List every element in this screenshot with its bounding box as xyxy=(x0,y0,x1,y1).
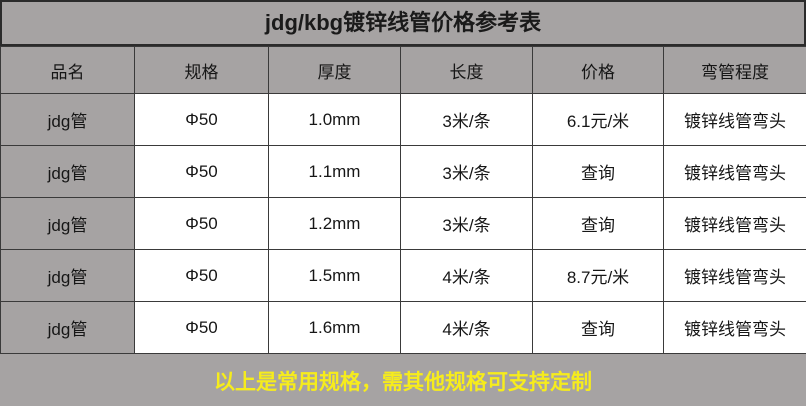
table-title-bar: jdg/kbg镀锌线管价格参考表 xyxy=(0,0,806,46)
cell-price[interactable]: 8.7元/米 xyxy=(533,250,664,302)
cell-thickness: 1.2mm xyxy=(269,198,401,250)
cell-thickness: 1.1mm xyxy=(269,146,401,198)
cell-spec: Φ50 xyxy=(135,198,269,250)
cell-price[interactable]: 6.1元/米 xyxy=(533,94,664,146)
cell-bend: 镀锌线管弯头 xyxy=(664,302,806,354)
cell-name: jdg管 xyxy=(1,250,135,302)
cell-length: 3米/条 xyxy=(401,146,533,198)
cell-bend: 镀锌线管弯头 xyxy=(664,146,806,198)
cell-price[interactable]: 查询 xyxy=(533,302,664,354)
column-header-thickness: 厚度 xyxy=(269,47,401,94)
cell-length: 3米/条 xyxy=(401,94,533,146)
page-title: jdg/kbg镀锌线管价格参考表 xyxy=(265,12,541,34)
cell-bend: 镀锌线管弯头 xyxy=(664,198,806,250)
column-header-name: 品名 xyxy=(1,47,135,94)
cell-thickness: 1.5mm xyxy=(269,250,401,302)
cell-thickness: 1.0mm xyxy=(269,94,401,146)
footer-note: 以上是常用规格，需其他规格可支持定制 xyxy=(214,372,592,393)
cell-spec: Φ50 xyxy=(135,302,269,354)
cell-price[interactable]: 查询 xyxy=(533,198,664,250)
cell-length: 4米/条 xyxy=(401,250,533,302)
column-header-spec: 规格 xyxy=(135,47,269,94)
footer-note-bar: 以上是常用规格，需其他规格可支持定制 xyxy=(0,358,806,406)
cell-bend: 镀锌线管弯头 xyxy=(664,94,806,146)
cell-price[interactable]: 查询 xyxy=(533,146,664,198)
column-header-bend: 弯管程度 xyxy=(664,47,806,94)
cell-thickness: 1.6mm xyxy=(269,302,401,354)
cell-name: jdg管 xyxy=(1,146,135,198)
cell-name: jdg管 xyxy=(1,94,135,146)
cell-bend: 镀锌线管弯头 xyxy=(664,250,806,302)
column-header-length: 长度 xyxy=(401,47,533,94)
cell-length: 3米/条 xyxy=(401,198,533,250)
cell-name: jdg管 xyxy=(1,302,135,354)
column-header-price: 价格 xyxy=(533,47,664,94)
cell-spec: Φ50 xyxy=(135,94,269,146)
table-header-row: 品名 规格 厚度 长度 价格 弯管程度 xyxy=(1,47,806,94)
cell-spec: Φ50 xyxy=(135,146,269,198)
cell-length: 4米/条 xyxy=(401,302,533,354)
cell-spec: Φ50 xyxy=(135,250,269,302)
cell-name: jdg管 xyxy=(1,198,135,250)
